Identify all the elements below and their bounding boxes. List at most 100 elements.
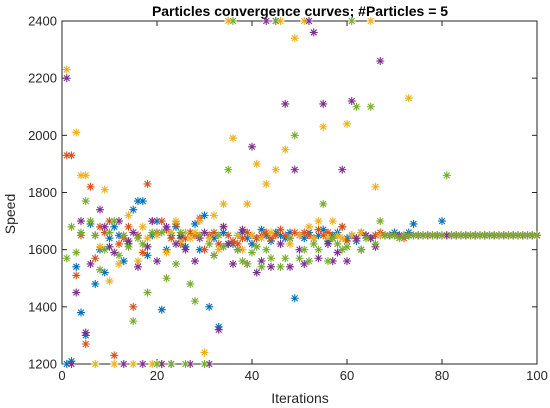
- data-point: [466, 231, 475, 240]
- data-point: [191, 297, 199, 306]
- data-point: [176, 237, 185, 246]
- data-point: [409, 219, 418, 228]
- data-point: [81, 171, 90, 180]
- data-point: [381, 231, 389, 240]
- data-point: [134, 257, 142, 266]
- data-point: [129, 302, 138, 311]
- data-point: [77, 228, 85, 237]
- x-axis-label: Iterations: [271, 390, 329, 406]
- data-point: [224, 17, 233, 25]
- data-point: [276, 231, 285, 240]
- data-point: [271, 165, 280, 174]
- data-point: [129, 360, 138, 368]
- data-point: [219, 228, 228, 237]
- data-point: [366, 234, 375, 243]
- data-point: [338, 165, 347, 174]
- data-point: [404, 94, 413, 103]
- data-point: [205, 239, 214, 248]
- data-point: [91, 231, 100, 240]
- data-point: [328, 217, 337, 226]
- data-point: [514, 231, 522, 240]
- data-point: [271, 231, 280, 240]
- data-point: [347, 231, 356, 240]
- data-point: [115, 251, 123, 260]
- data-point: [219, 242, 228, 251]
- data-point: [72, 262, 81, 271]
- data-point: [281, 145, 290, 154]
- data-point: [62, 74, 71, 83]
- data-point: [290, 131, 299, 140]
- data-point: [309, 28, 318, 37]
- data-point: [153, 217, 161, 226]
- y-tick-label: 1200: [28, 357, 57, 372]
- data-point: [347, 97, 356, 106]
- data-point: [124, 237, 133, 246]
- data-point: [205, 234, 214, 243]
- data-point: [224, 231, 233, 240]
- data-point: [328, 257, 337, 266]
- plot-area: [61, 20, 538, 365]
- data-point: [105, 217, 114, 226]
- data-point: [300, 17, 309, 25]
- data-point: [67, 360, 76, 368]
- data-point: [100, 245, 109, 254]
- data-point: [72, 271, 81, 280]
- data-point: [419, 231, 427, 240]
- data-point: [181, 360, 190, 368]
- data-point: [172, 259, 180, 268]
- data-point: [77, 217, 85, 226]
- data-point: [86, 259, 95, 268]
- data-point: [404, 231, 413, 240]
- data-point: [115, 239, 123, 248]
- data-point: [328, 234, 337, 243]
- data-point: [276, 239, 285, 248]
- data-point: [81, 197, 90, 206]
- data-point: [195, 217, 204, 226]
- x-axis: 0 20 40 60 80 100: [58, 21, 548, 383]
- data-point: [290, 228, 299, 237]
- data-point: [91, 360, 100, 368]
- data-point: [324, 239, 332, 248]
- data-point: [252, 159, 261, 168]
- data-point: [219, 199, 228, 208]
- data-point: [433, 231, 442, 240]
- data-point: [309, 234, 318, 243]
- data-point: [518, 231, 527, 240]
- data-point: [210, 251, 218, 260]
- chart-title: Particles convergence curves; #Particles…: [152, 3, 448, 19]
- y-tick-label: 2000: [28, 128, 57, 143]
- data-point: [153, 360, 161, 368]
- data-point: [338, 222, 347, 231]
- y-tick-label: 1400: [28, 299, 57, 314]
- data-point: [210, 228, 218, 237]
- data-point: [262, 17, 271, 25]
- data-point: [67, 222, 76, 231]
- data-point: [129, 228, 138, 237]
- data-point: [286, 228, 294, 237]
- data-point: [191, 228, 199, 237]
- data-point: [276, 17, 285, 25]
- data-point: [77, 171, 85, 180]
- data-point: [96, 265, 104, 274]
- data-point: [267, 228, 275, 237]
- data-point: [186, 279, 195, 288]
- data-point: [343, 242, 351, 251]
- data-point: [300, 234, 309, 243]
- data-point: [252, 268, 261, 277]
- data-point: [110, 351, 119, 360]
- data-point: [262, 179, 271, 188]
- data-point: [504, 231, 513, 240]
- data-point: [290, 294, 299, 303]
- data-point: [172, 239, 180, 248]
- data-point: [262, 245, 271, 254]
- data-point: [186, 228, 195, 237]
- data-point: [233, 245, 242, 254]
- data-point: [110, 248, 119, 257]
- data-point: [267, 234, 275, 243]
- data-point: [371, 239, 380, 248]
- data-point: [257, 257, 266, 266]
- data-point: [157, 228, 166, 237]
- data-point: [96, 205, 104, 214]
- y-tick-label: 2400: [28, 14, 57, 29]
- data-point: [119, 257, 128, 266]
